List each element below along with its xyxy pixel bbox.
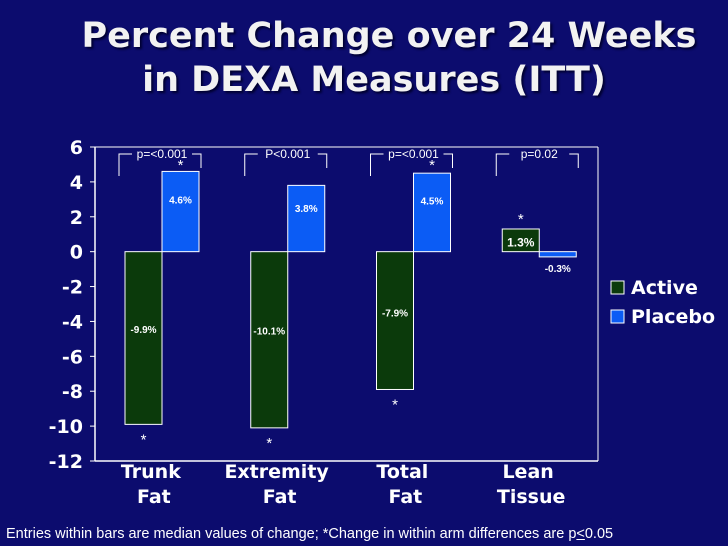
legend-label-placebo: Placebo: [631, 306, 715, 328]
x-tick-label-line1: Extremity: [224, 461, 329, 483]
y-tick-label: -4: [62, 311, 83, 333]
chart-title-line-1: Percent Change over 24 Weeks: [81, 16, 697, 56]
legend: Active Placebo: [610, 277, 715, 328]
data-labels: -9.9% -10.1% -7.9% 1.3% 4.6% 3.8% 4.5% -0.3%: [130, 196, 570, 338]
legend-swatch-placebo: [610, 309, 625, 324]
asterisk: *: [178, 157, 184, 174]
significance-bracket-left: [244, 153, 258, 176]
x-tick-labels: Trunk Fat Extremity Fat Total Fat Lean Tissue: [121, 461, 565, 508]
y-tick-label: 6: [70, 137, 83, 159]
significance-label: p=<0.001: [137, 147, 188, 161]
significance-bracket-left: [118, 153, 132, 176]
significance-brackets: p=<0.001 P<0.001 p=<0.001 p=0.02: [118, 147, 579, 176]
footnote-le-symbol: <: [576, 526, 585, 542]
x-tick-label-line1: Lean: [502, 461, 553, 483]
y-tick-label: 4: [70, 172, 83, 194]
x-tick-label-line2: Fat: [137, 486, 171, 508]
significance-label: P<0.001: [265, 147, 310, 161]
significance-bracket-right: [192, 153, 202, 168]
bar-active: [250, 251, 289, 429]
bar-placebo: [161, 170, 200, 253]
asterisk: *: [392, 396, 398, 413]
x-tick-label-line2: Fat: [263, 486, 297, 508]
chart-title: Percent Change over 24 Weeks in DEXA Mea…: [0, 14, 728, 102]
y-tick-label: 2: [70, 207, 83, 229]
y-tick-label: -10: [49, 416, 83, 438]
data-label-placebo: 4.6%: [169, 196, 192, 207]
data-label-active: -7.9%: [382, 308, 408, 319]
x-tick-label-line2: Fat: [388, 486, 422, 508]
significance-bracket-left: [495, 153, 510, 176]
data-label-placebo: 3.8%: [295, 204, 318, 215]
bar-placebo: [287, 184, 326, 253]
y-tick-label: -6: [62, 346, 83, 368]
footnote: Entries within bars are median values of…: [6, 526, 726, 542]
data-label-active: 1.3%: [507, 235, 535, 249]
significance-label: p=<0.001: [388, 147, 439, 161]
significance-bracket-right: [317, 153, 328, 168]
significance-bracket-right: [443, 153, 453, 168]
asterisk: *: [518, 211, 524, 228]
asterisks: * * * * * *: [141, 157, 524, 452]
significance-label: p=0.02: [521, 147, 558, 161]
legend-label-active: Active: [631, 277, 698, 299]
footnote-threshold: 0.05: [584, 526, 614, 542]
data-label-placebo: 4.5%: [421, 197, 444, 208]
y-tick-label: -8: [62, 381, 83, 403]
significance-bracket-left: [370, 153, 384, 176]
data-label-active: -10.1%: [253, 326, 285, 337]
x-tick-label-line1: Trunk: [121, 461, 181, 483]
y-tick-label: 0: [70, 242, 83, 264]
data-label-active: -9.9%: [130, 325, 156, 336]
x-tick-label-line1: Total: [376, 461, 428, 483]
chart-title-line-2: in DEXA Measures (ITT): [142, 60, 606, 100]
bar-placebo: [538, 251, 577, 258]
footnote-text: Entries within bars are median values of…: [6, 526, 577, 542]
asterisk: *: [141, 431, 147, 448]
bar-placebo: [413, 172, 451, 253]
asterisk: *: [429, 157, 435, 174]
y-tick-label: -12: [49, 451, 83, 473]
bar-active: [376, 251, 414, 390]
data-label-placebo: -0.3%: [545, 264, 571, 275]
x-tick-label-line2: Tissue: [497, 486, 566, 508]
bars: [124, 170, 577, 429]
legend-swatch-active: [610, 280, 625, 295]
significance-bracket-right: [569, 153, 579, 168]
bar-active: [124, 251, 163, 425]
y-tick-label: -2: [62, 277, 83, 299]
asterisk: *: [266, 435, 272, 452]
y-tick-labels: 6 4 2 0 -2 -4 -6 -8 -10 -12: [49, 137, 95, 473]
bar-active: [501, 228, 540, 253]
